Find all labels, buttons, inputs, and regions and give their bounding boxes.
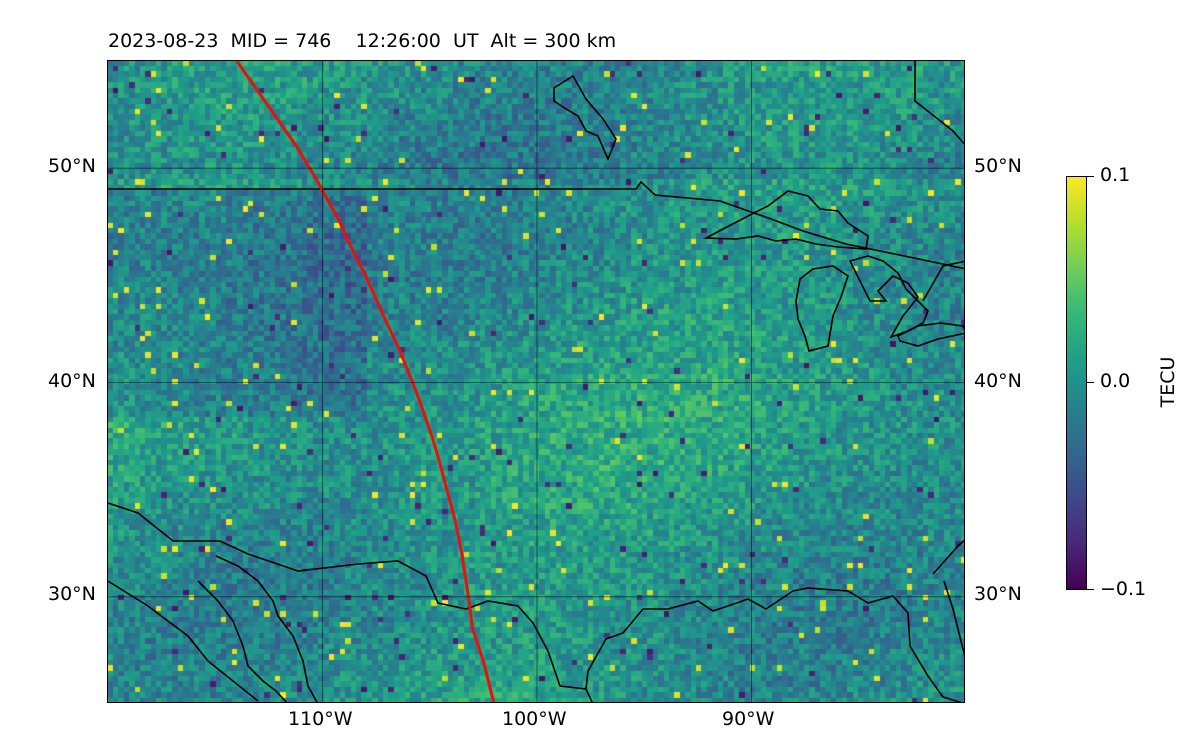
lake-superior [706, 191, 868, 249]
florida-coast [933, 539, 965, 661]
lat-label-left-30: 30°N [48, 583, 96, 605]
colorbar-label-max: 0.1 [1100, 164, 1130, 186]
coastlines-and-borders [108, 61, 965, 703]
us-mexico-border [108, 503, 593, 703]
lat-label-left-50: 50°N [48, 155, 96, 177]
us-canada-border [108, 182, 965, 269]
lake-winnipeg [554, 76, 616, 159]
map-panel[interactable] [107, 60, 965, 703]
hudson-bay-coast [915, 61, 965, 146]
gulf-of-california [216, 556, 318, 703]
gulf-coast [586, 588, 965, 703]
lat-label-left-40: 40°N [48, 370, 96, 392]
colorbar [1066, 176, 1087, 590]
lat-label-right-40: 40°N [974, 370, 1022, 392]
mexico-pacific-coast [108, 581, 258, 701]
colorbar-tick-bottom [1087, 589, 1094, 590]
gridlines [108, 61, 965, 703]
colorbar-tick-top [1087, 176, 1094, 177]
lake-erie-ontario [898, 323, 965, 346]
lat-label-right-50: 50°N [974, 155, 1022, 177]
lake-huron [850, 256, 928, 337]
baja-california [198, 581, 288, 703]
plot-title: 2023-08-23 MID = 746 12:26:00 UT Alt = 3… [108, 30, 616, 52]
lon-label-90w: 90°W [722, 708, 774, 730]
map-overlay [108, 61, 965, 703]
colorbar-label-min: −0.1 [1100, 578, 1146, 600]
colorbar-label-zero: 0.0 [1100, 370, 1130, 392]
colorbar-title: TECU [1157, 357, 1179, 408]
lat-label-right-30: 30°N [974, 583, 1022, 605]
lon-label-100w: 100°W [502, 708, 567, 730]
lon-label-110w: 110°W [288, 708, 353, 730]
colorbar-tick-mid [1087, 382, 1094, 383]
lake-michigan [796, 266, 848, 351]
